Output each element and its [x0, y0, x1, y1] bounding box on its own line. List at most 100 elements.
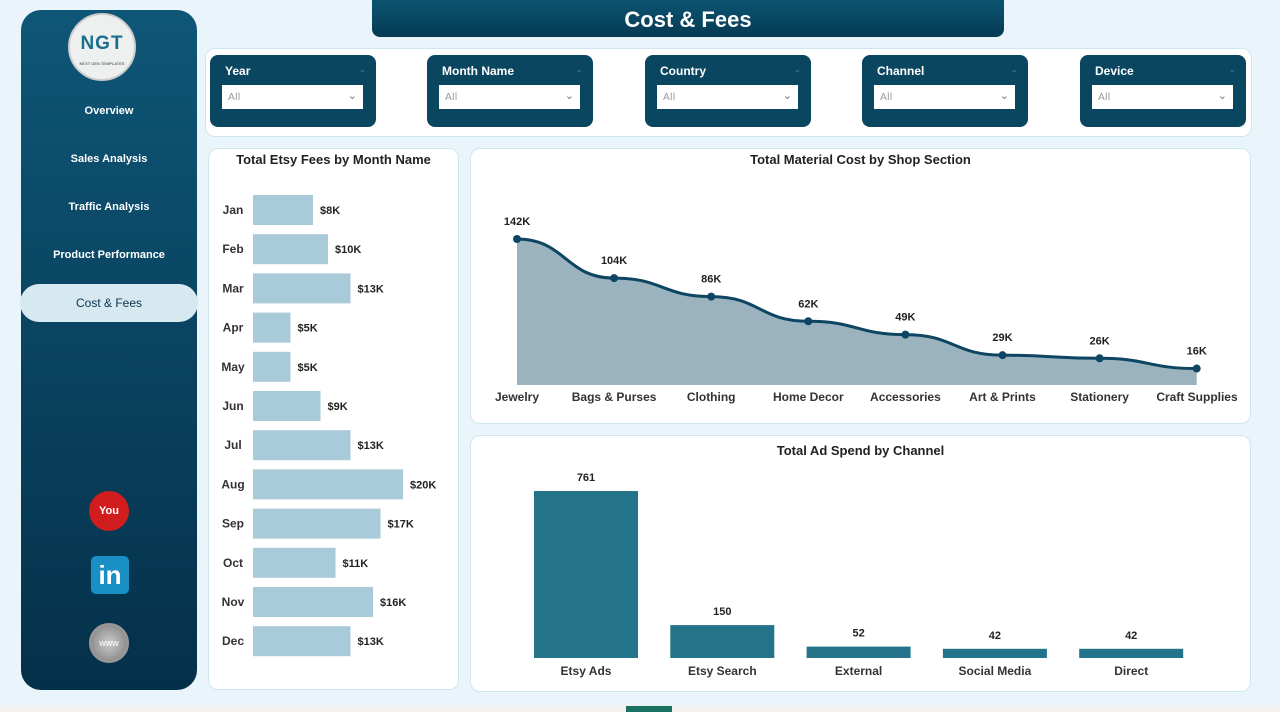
chart-title: Total Etsy Fees by Month Name	[236, 152, 431, 167]
tick-label: Accessories	[870, 390, 941, 404]
tick-label: Jun	[222, 399, 243, 413]
filter-value: All	[663, 92, 676, 103]
filter-label: Month Name	[442, 64, 514, 78]
data-label: 150	[713, 606, 731, 618]
data-label: 62K	[798, 298, 818, 310]
filter-year[interactable]: Year ⌄ All ⌄	[210, 55, 376, 127]
series-line	[516, 237, 1197, 371]
bar[interactable]	[942, 648, 1047, 658]
nav-overview[interactable]: Overview	[84, 105, 134, 117]
chevron-down-icon[interactable]: ⌄	[1228, 64, 1236, 74]
area-fill	[517, 239, 1197, 385]
linkedin-icon[interactable]: in	[91, 556, 129, 594]
nav-cost-fees[interactable]: Cost & Fees	[20, 284, 198, 322]
tick-label: Clothing	[687, 390, 736, 404]
filter-channel[interactable]: Channel ⌄ All ⌄	[862, 55, 1028, 127]
tick-label: Aug	[221, 477, 244, 491]
tick-label: Apr	[223, 321, 244, 335]
filter-device[interactable]: Device ⌄ All ⌄	[1080, 55, 1246, 127]
chevron-down-icon: ⌄	[782, 89, 792, 102]
data-point[interactable]	[998, 351, 1007, 360]
bar[interactable]	[253, 430, 351, 461]
bar[interactable]	[253, 234, 328, 265]
filter-dropdown[interactable]: All ⌄	[874, 85, 1015, 109]
bar[interactable]	[253, 508, 381, 539]
bar[interactable]	[253, 312, 291, 343]
filter-month-name[interactable]: Month Name ⌄ All ⌄	[427, 55, 593, 127]
tick-label: Nov	[222, 595, 245, 609]
data-point[interactable]	[1192, 364, 1201, 373]
bar[interactable]	[534, 491, 638, 658]
data-label: 52	[852, 628, 864, 640]
bar[interactable]	[253, 587, 373, 617]
bar[interactable]	[253, 469, 403, 500]
chevron-down-icon[interactable]: ⌄	[793, 64, 801, 74]
tick-label: Sep	[222, 517, 244, 531]
filter-value: All	[880, 92, 893, 103]
filter-country[interactable]: Country ⌄ All ⌄	[645, 55, 811, 127]
nav-traffic-analysis[interactable]: Traffic Analysis	[68, 201, 150, 213]
bar[interactable]	[253, 391, 321, 421]
data-label: $17K	[388, 519, 414, 531]
tick-label: Feb	[222, 242, 243, 256]
tick-label: Jan	[223, 203, 244, 217]
filter-dropdown[interactable]: All ⌄	[1092, 85, 1233, 109]
chevron-down-icon: ⌄	[347, 89, 357, 102]
active-page-tab[interactable]	[626, 706, 672, 712]
data-label: $11K	[343, 558, 369, 570]
tick-label: Craft Supplies	[1156, 390, 1238, 404]
data-label: 86K	[701, 274, 721, 286]
data-label: 49K	[895, 312, 915, 324]
tick-label: May	[221, 360, 245, 374]
data-label: $8K	[320, 205, 340, 217]
data-label: $10K	[335, 244, 361, 256]
bar[interactable]	[806, 646, 911, 658]
data-point[interactable]	[707, 292, 716, 301]
bar[interactable]	[253, 547, 336, 578]
bar[interactable]	[253, 195, 313, 225]
chevron-down-icon[interactable]: ⌄	[1010, 64, 1018, 74]
bar[interactable]	[670, 625, 775, 658]
filter-dropdown[interactable]: All ⌄	[657, 85, 798, 109]
data-point[interactable]	[1095, 354, 1104, 363]
chevron-down-icon[interactable]: ⌄	[575, 64, 583, 74]
data-label: $9K	[328, 401, 348, 413]
filter-dropdown[interactable]: All ⌄	[439, 85, 580, 109]
filter-dropdown[interactable]: All ⌄	[222, 85, 363, 109]
tick-label: Art & Prints	[969, 390, 1036, 404]
data-point[interactable]	[610, 274, 619, 283]
nav-product-performance[interactable]: Product Performance	[53, 249, 165, 261]
data-point[interactable]	[513, 235, 521, 243]
bar[interactable]	[253, 626, 351, 657]
chevron-down-icon: ⌄	[1217, 89, 1227, 102]
web-icon[interactable]: www	[89, 623, 129, 663]
chevron-down-icon: ⌄	[999, 89, 1009, 102]
data-label: $5K	[298, 362, 318, 374]
tick-label: Oct	[223, 556, 243, 570]
chevron-down-icon[interactable]: ⌄	[358, 64, 366, 74]
filter-label: Year	[225, 64, 251, 78]
data-point[interactable]	[804, 317, 813, 326]
tick-label: Etsy Ads	[561, 664, 612, 678]
tick-label: External	[835, 664, 882, 678]
bar[interactable]	[253, 273, 351, 304]
tick-label: Dec	[222, 634, 244, 648]
nav-sales-analysis[interactable]: Sales Analysis	[70, 153, 148, 165]
tick-label: Etsy Search	[688, 664, 757, 678]
bar[interactable]	[253, 351, 291, 382]
data-label: 16K	[1187, 346, 1207, 358]
tick-label: Jewelry	[495, 390, 539, 404]
chart-title: Total Ad Spend by Channel	[776, 443, 945, 458]
data-point[interactable]	[901, 330, 910, 339]
tick-label: Jul	[224, 438, 241, 452]
youtube-icon[interactable]: You	[89, 491, 129, 531]
bar[interactable]	[1079, 648, 1184, 658]
chevron-down-icon: ⌄	[564, 89, 574, 102]
tick-label: Stationery	[1070, 390, 1129, 404]
data-label: $13K	[358, 283, 384, 295]
filter-value: All	[445, 92, 458, 103]
data-label: $13K	[358, 440, 384, 452]
data-label: 42	[989, 630, 1001, 642]
tick-label: Mar	[222, 281, 244, 295]
